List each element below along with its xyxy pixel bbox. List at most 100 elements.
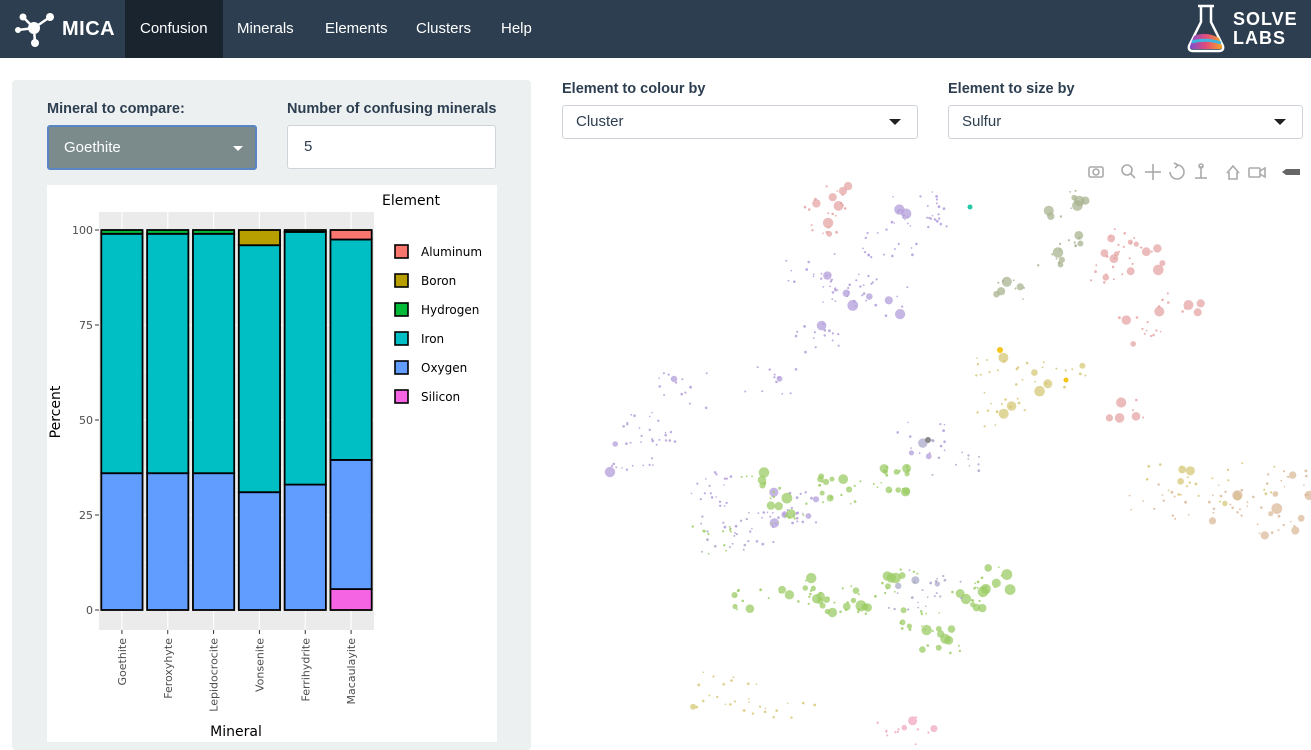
scatter-point — [1043, 205, 1054, 216]
scatter-point — [830, 278, 833, 281]
scatter-point — [1153, 244, 1162, 253]
scatter-point — [939, 595, 942, 598]
scatter-point — [1145, 478, 1149, 481]
scatter-point — [974, 582, 977, 585]
scatter-point — [642, 464, 645, 467]
scatter-point — [884, 583, 891, 590]
scatter-point — [967, 204, 973, 210]
scatter-point — [690, 492, 693, 495]
size-select[interactable]: Sulfur — [948, 105, 1303, 139]
scatter-point — [907, 421, 909, 424]
nav-elements[interactable]: Elements — [325, 20, 388, 37]
cluster-scatter-plot[interactable] — [590, 180, 1311, 750]
scatter-point — [899, 208, 902, 211]
nav-confusion[interactable]: Confusion — [125, 0, 223, 58]
scatter-point — [861, 294, 864, 297]
scatter-point — [876, 721, 879, 724]
video-camera-icon[interactable] — [1248, 166, 1266, 179]
scatter-point — [812, 275, 815, 278]
autoscale-icon[interactable] — [1169, 162, 1185, 180]
scatter-point — [1181, 310, 1184, 313]
spike-lines-icon[interactable] — [1195, 163, 1207, 179]
scatter-point — [1162, 499, 1165, 502]
scatter-point — [979, 373, 982, 376]
bar-segment-iron-lepidocrocite — [192, 232, 236, 475]
scatter-point — [1222, 500, 1228, 507]
scatter-point — [625, 468, 629, 471]
x-tick-label: Vonsenite — [253, 638, 266, 692]
scatter-point — [761, 390, 764, 393]
scatter-point — [1217, 484, 1220, 487]
scatter-point — [1023, 286, 1025, 289]
scatter-point — [866, 231, 869, 235]
scatter-point — [701, 515, 704, 518]
colour-label: Element to colour by — [562, 81, 706, 97]
scatter-point — [1305, 474, 1308, 478]
scatter-point — [825, 230, 829, 234]
scatter-point — [911, 253, 914, 257]
camera-icon[interactable] — [1088, 166, 1104, 178]
nav-clusters[interactable]: Clusters — [416, 20, 472, 37]
scatter-point — [1002, 279, 1005, 283]
scatter-point — [787, 516, 791, 519]
scatter-point — [926, 216, 928, 219]
scatter-point — [640, 434, 643, 437]
scatter-point — [710, 496, 714, 499]
scatter-point — [820, 272, 823, 275]
x-tick-label: Lepidocrocite — [208, 638, 221, 712]
scatter-point — [1173, 495, 1176, 498]
scatter-point — [712, 675, 715, 678]
scatter-point — [708, 484, 711, 487]
scatter-point — [895, 487, 901, 493]
zoom-icon[interactable] — [1121, 164, 1136, 179]
scatter-point — [907, 608, 910, 611]
scatter-point — [857, 610, 860, 614]
scatter-point — [1000, 574, 1003, 577]
scatter-point — [1064, 369, 1067, 372]
number-input[interactable]: 5 — [287, 125, 496, 169]
scatter-point — [897, 242, 900, 245]
scatter-point — [1252, 495, 1255, 499]
scatter-point — [810, 585, 816, 592]
scatter-point — [1152, 333, 1155, 337]
scatter-point — [697, 683, 701, 687]
scatter-point — [1280, 479, 1283, 482]
scatter-point — [668, 439, 672, 442]
scatter-point — [1157, 305, 1161, 308]
nav-help[interactable]: Help — [501, 20, 532, 37]
plotly-logo-icon[interactable] — [1282, 169, 1300, 175]
scatter-point — [1000, 403, 1003, 405]
molecule-icon — [15, 13, 54, 47]
scatter-point — [889, 490, 892, 493]
scatter-point — [943, 423, 946, 426]
nav-minerals[interactable]: Minerals — [237, 20, 294, 37]
scatter-point — [846, 486, 853, 493]
scatter-point — [893, 590, 896, 593]
scatter-point — [812, 496, 820, 503]
scatter-point — [896, 730, 899, 734]
scatter-point — [729, 546, 731, 548]
scatter-point — [806, 572, 817, 584]
scatter-point — [1118, 316, 1121, 320]
y-tick-label: 25 — [79, 509, 93, 522]
home-icon[interactable] — [1226, 164, 1240, 180]
pan-icon[interactable] — [1145, 164, 1161, 180]
scatter-point — [1304, 490, 1311, 501]
scatter-point — [811, 229, 814, 232]
brand-logo[interactable]: MICA — [14, 8, 115, 50]
scatter-point — [776, 375, 783, 382]
mineral-select[interactable]: Goethite — [47, 125, 257, 170]
legend-label-iron: Iron — [421, 332, 444, 346]
scatter-point — [1283, 485, 1286, 488]
scatter-point — [1131, 412, 1141, 421]
scatter-point — [935, 198, 938, 201]
scatter-point — [912, 570, 916, 573]
scatter-point — [772, 716, 775, 719]
scatter-point — [882, 253, 885, 256]
scatter-point — [725, 477, 728, 480]
scatter-point — [1073, 241, 1076, 244]
scatter-point — [970, 599, 974, 602]
scatter-point — [658, 438, 661, 441]
scatter-point — [612, 462, 616, 466]
colour-select[interactable]: Cluster — [562, 105, 918, 139]
